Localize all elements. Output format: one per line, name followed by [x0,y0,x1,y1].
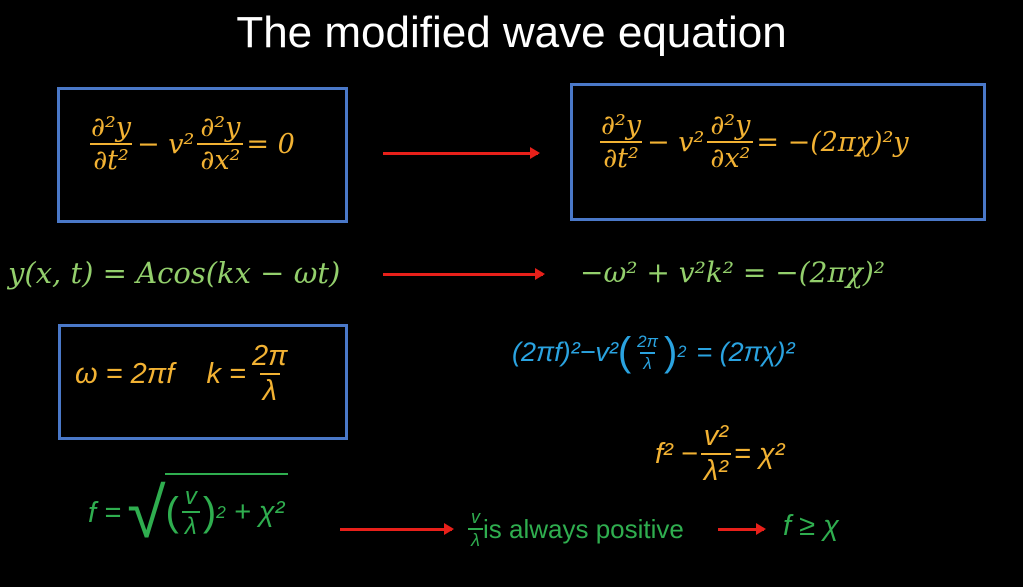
arrow-icon [340,523,454,535]
fraction-numerator: ∂²y [601,110,642,141]
conclusion-inequality: f ≥ χ [783,510,839,542]
frequency-equation: f = √ (v λ) 2 + χ² [88,473,289,552]
term: f² − [655,437,698,470]
term: = (2πχ)² [696,337,795,367]
fraction-numerator: v [471,507,480,527]
simplified-equation: f² − v² λ² = χ² [655,420,784,488]
fraction-numerator: v² [703,420,728,452]
slide-title: The modified wave equation [236,8,787,57]
exponent: 2 [677,343,687,361]
term: − v² [137,128,195,160]
radical-sign: √ [127,474,166,552]
term: = 0 [246,128,295,160]
modified-equation-box [570,83,986,221]
fraction-denominator: λ [468,528,483,551]
dispersion-relation: −ω² + v²k² = −(2πχ)² [580,256,885,289]
definitions: ω = 2πf k = 2π λ [75,340,294,408]
term: f = [88,496,122,529]
term: + χ² [233,495,285,528]
fraction-denominator: λ [259,373,280,408]
arrow-icon [718,523,766,535]
fraction-denominator: ∂x² [197,143,244,176]
fraction-numerator: v [184,483,197,510]
fraction-denominator: λ [181,511,200,541]
wave-solution: y(x, t) = Acos(kx − ωt) [8,256,341,290]
term: ω = 2πf k = [75,357,246,390]
statement-text: is always positive [483,513,684,544]
fraction-numerator: ∂²y [710,110,751,141]
term: = χ² [733,437,785,470]
arrow-icon [383,268,545,280]
arrow-icon [383,147,540,159]
fraction-denominator: ∂t² [90,143,132,176]
substituted-equation: (2πf)²−v² (2π λ) 2 = (2πχ)² [512,330,795,374]
wave-equation: ∂²y ∂t² − v² ∂²y ∂x² = 0 [85,112,295,176]
term: = −(2πχ)²y [756,126,909,158]
fraction-denominator: λ² [700,453,731,488]
term: − v² [647,126,705,158]
fraction-numerator: ∂²y [200,112,241,143]
fraction-numerator: 2π [251,340,288,372]
term: (2πf)²−v² [512,337,618,367]
fraction-denominator: ∂t² [600,141,642,174]
modified-wave-equation: ∂²y ∂t² − v² ∂²y ∂x² = −(2πχ)²y [595,110,909,174]
fraction-denominator: λ [640,351,655,374]
fraction-numerator: 2π [637,331,659,351]
definitions-box [58,324,348,440]
fraction-numerator: ∂²y [91,112,132,143]
fraction-denominator: ∂x² [707,141,754,174]
wave-equation-box [57,87,348,223]
exponent: 2 [216,501,226,522]
